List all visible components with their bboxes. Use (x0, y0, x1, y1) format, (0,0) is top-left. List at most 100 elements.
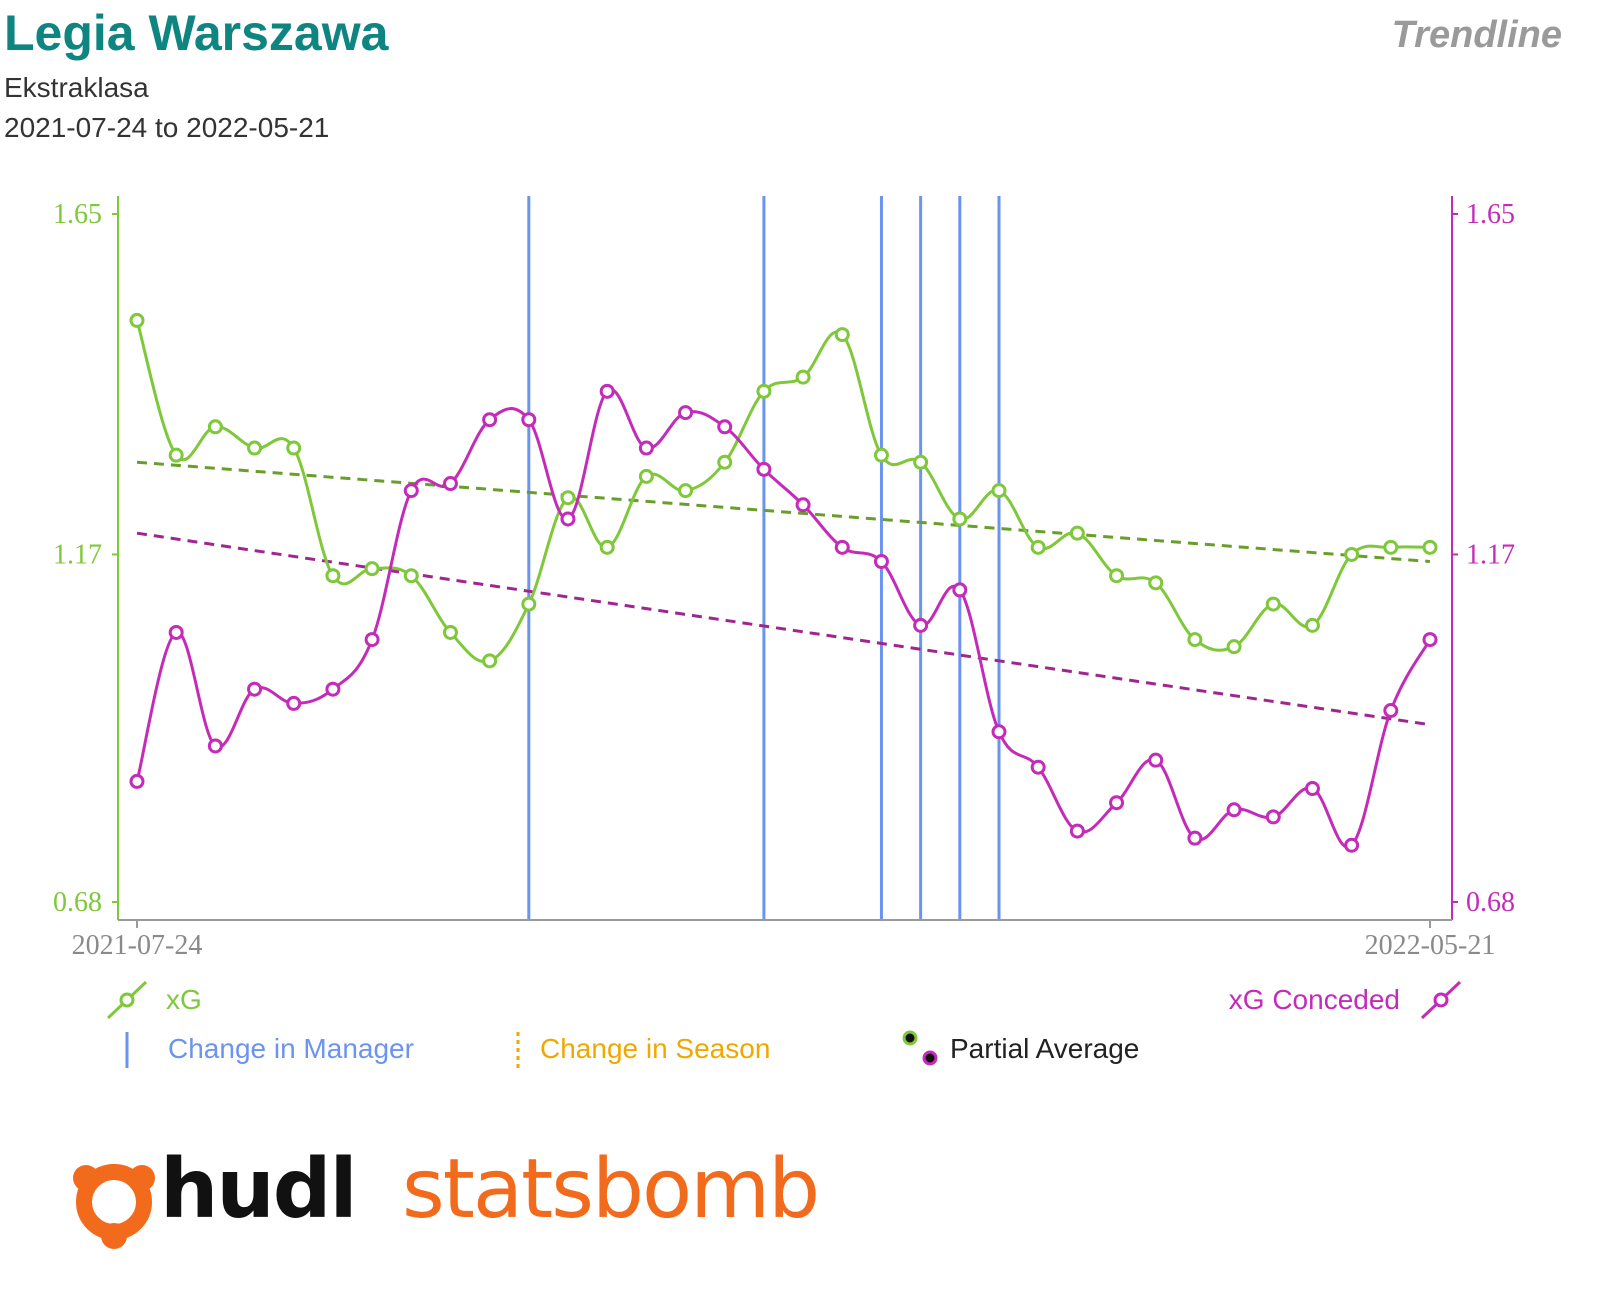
xg-conceded-point (247, 681, 263, 697)
xg-point (1109, 568, 1125, 584)
xg-conceded-point (1030, 759, 1046, 775)
trendline-chart: 0.68 1.17 1.65 0.68 1.17 1.65 2021-07-24 2022… (53, 196, 1515, 1068)
xg-conceded-point (913, 617, 929, 633)
xg-point (1422, 539, 1438, 555)
xg-conceded-point (638, 440, 654, 456)
xg-conceded-point (834, 539, 850, 555)
xg-conceded-line (135, 388, 1432, 849)
legend-xg-marker (119, 992, 135, 1008)
right-tick-label: 1.65 (1466, 199, 1515, 230)
right-y-ticks: 0.68 1.17 1.65 (1452, 199, 1515, 918)
legend-partial: Partial Average (902, 1030, 1139, 1066)
left-tick-label: 0.68 (53, 887, 102, 918)
xg-conceded-point (442, 476, 458, 492)
xg-conceded-point (1265, 809, 1281, 825)
x-tick-label: 2021-07-24 (72, 930, 203, 961)
xg-point (1187, 632, 1203, 648)
xg-point (1265, 596, 1281, 612)
xg-point (325, 568, 341, 584)
right-tick-label: 0.68 (1466, 887, 1515, 918)
legend-partial-marker-xg (902, 1030, 918, 1046)
xg-point (1030, 539, 1046, 555)
xg-conceded-point (560, 511, 576, 527)
xg-point (247, 440, 263, 456)
xg-point (638, 468, 654, 484)
xg-point (678, 483, 694, 499)
legend-xg: xG (106, 980, 202, 1020)
xg-conceded-point (873, 554, 889, 570)
xg-conceded-point (1304, 781, 1320, 797)
xg-conceded-point (325, 681, 341, 697)
xg-point (286, 440, 302, 456)
xg-line (135, 319, 1431, 664)
left-y-ticks: 0.68 1.17 1.65 (53, 199, 118, 918)
left-tick-label: 1.17 (53, 539, 102, 570)
xg-conceded-trendline (136, 531, 1431, 727)
xg-conceded-point (717, 419, 733, 435)
series-points (129, 312, 1438, 853)
legend-manager: Change in Manager (125, 1032, 414, 1068)
xg-conceded-point (286, 695, 302, 711)
xg-conceded-point (403, 483, 419, 499)
hudl-logo-icon (73, 1164, 155, 1249)
logo-statsbomb-text: statsbomb (402, 1142, 820, 1237)
xg-conceded-point (1187, 830, 1203, 846)
xg-conceded-point (1383, 702, 1399, 718)
xg-point (560, 490, 576, 506)
legend-partial-label: Partial Average (950, 1033, 1139, 1064)
xg-point (873, 447, 889, 463)
xg-point (795, 369, 811, 385)
xg-point (1344, 546, 1360, 562)
page-title: Legia Warszawa (4, 5, 389, 61)
xg-conceded-point (1344, 837, 1360, 853)
xg-point (403, 568, 419, 584)
xg-point (442, 624, 458, 640)
trend-lines (136, 460, 1431, 727)
legend-xg-conceded-marker (1433, 992, 1449, 1008)
xg-point (952, 511, 968, 527)
xg-conceded-point (364, 632, 380, 648)
xg-conceded-point (1069, 823, 1085, 839)
xg-conceded-point (1148, 752, 1164, 768)
xg-point (1304, 617, 1320, 633)
xg-point (1148, 575, 1164, 591)
xg-point (913, 454, 929, 470)
xg-point (834, 327, 850, 343)
xg-point (599, 539, 615, 555)
legend-manager-label: Change in Manager (168, 1033, 414, 1064)
xg-conceded-point (991, 724, 1007, 740)
xg-conceded-point (952, 582, 968, 598)
left-tick-label: 1.65 (53, 199, 102, 230)
xg-conceded-point (795, 497, 811, 513)
xg-point (364, 561, 380, 577)
xg-point (1069, 525, 1085, 541)
legend-season-label: Change in Season (540, 1033, 770, 1064)
legend-xg-conceded: xG Conceded (1229, 980, 1462, 1020)
xg-point (482, 653, 498, 669)
xg-conceded-point (168, 624, 184, 640)
xg-conceded-point (678, 405, 694, 421)
x-ticks: 2021-07-24 2022-05-21 (72, 920, 1495, 961)
xg-point (1226, 639, 1242, 655)
xg-conceded-point (129, 773, 145, 789)
xg-conceded-point (1109, 795, 1125, 811)
legend-partial-marker-xgc (922, 1050, 938, 1066)
xg-conceded-point (521, 412, 537, 428)
date-range: 2021-07-24 to 2022-05-21 (4, 112, 330, 143)
xg-point (1383, 539, 1399, 555)
xg-point (717, 454, 733, 470)
xg-trendline (136, 460, 1431, 564)
manager-change-lines (527, 196, 1001, 920)
xg-conceded-point (482, 412, 498, 428)
right-tick-label: 1.17 (1466, 539, 1515, 570)
xg-conceded-point (1422, 632, 1438, 648)
legend-xg-label: xG (166, 984, 202, 1015)
legend-xg-conceded-label: xG Conceded (1229, 984, 1400, 1015)
xg-conceded-point (756, 461, 772, 477)
xg-point (129, 312, 145, 328)
logo-hudl-text: hudl (160, 1142, 358, 1237)
xg-point (168, 447, 184, 463)
xg-point (207, 419, 223, 435)
legend-season: Change in Season (516, 1032, 770, 1068)
xg-point (991, 483, 1007, 499)
